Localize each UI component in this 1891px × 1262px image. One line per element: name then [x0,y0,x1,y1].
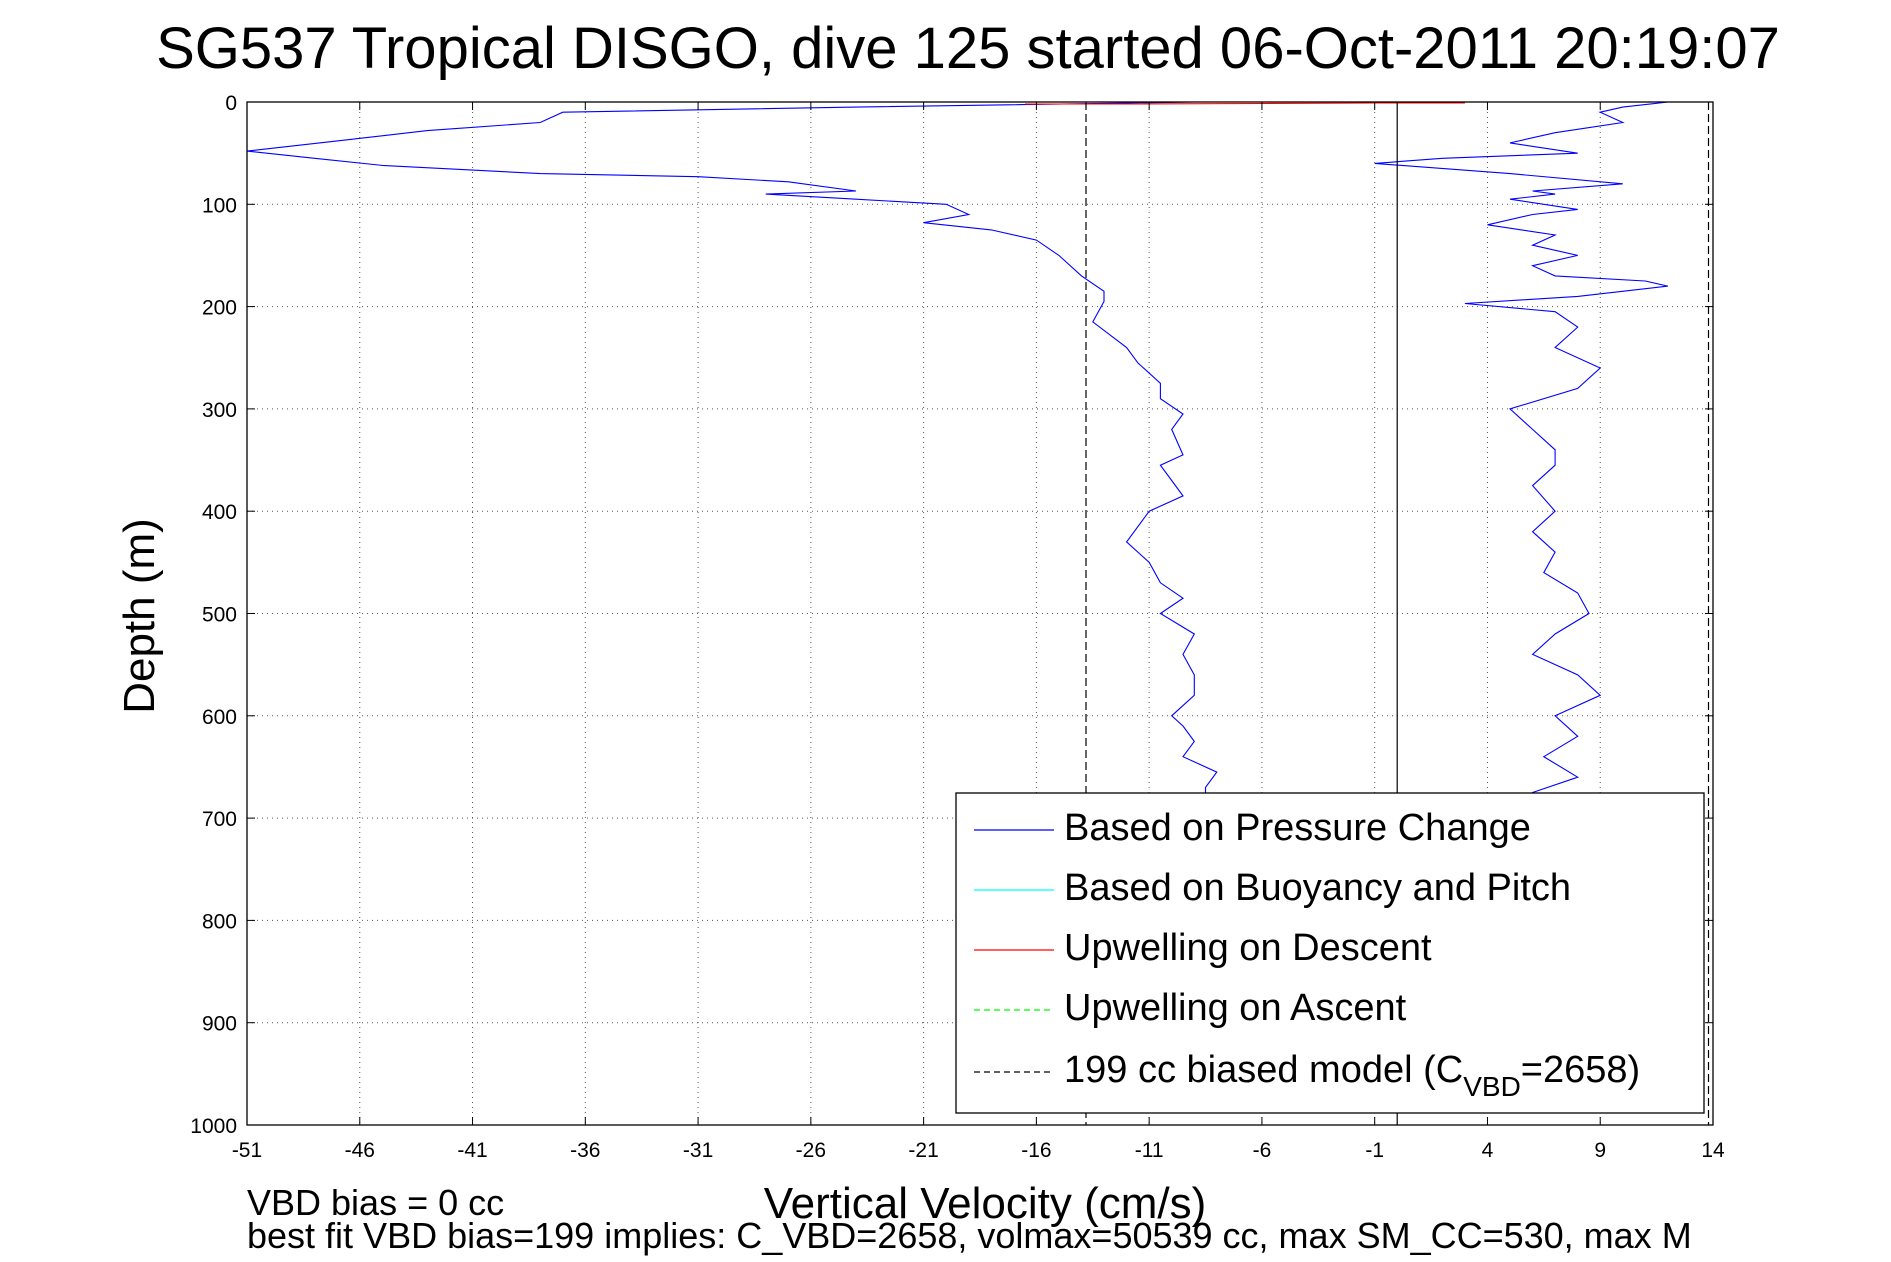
series-line-based-on-pressure-change-ascent [1374,101,1669,809]
footer-line-2: best fit VBD bias=199 implies: C_VBD=265… [247,1215,1692,1256]
y-tick-label: 1000 [190,1115,237,1138]
y-tick-label: 300 [202,399,237,422]
y-tick-label: 500 [202,604,237,627]
x-axis: -51 -46 -41 -36 -31 -26 -21 -16 -11 -6 -1 4 9 14 [232,102,1725,1162]
x-tick-label: 4 [1482,1139,1494,1162]
y-tick-label: 200 [202,297,237,320]
x-tick-label: -51 [232,1139,262,1162]
x-tick-label: 14 [1701,1139,1725,1162]
x-tick-label: -41 [457,1139,487,1162]
x-tick-label: -36 [570,1139,600,1162]
legend: Based on Pressure Change Based on Buoyanc… [955,792,1705,1114]
y-tick-label: 400 [202,501,237,524]
legend-model-suffix: =2658) [1521,1049,1640,1091]
y-tick-label: 700 [202,808,237,831]
series-line-based-on-pressure-change [246,101,1218,809]
legend-label: Upwelling on Descent [1064,927,1432,969]
legend-box [955,792,1705,1114]
y-tick-label: 600 [202,706,237,729]
legend-model-prefix: 199 cc biased model (C [1064,1049,1463,1091]
x-tick-label: -31 [683,1139,713,1162]
legend-label: Based on Pressure Change [1064,807,1531,849]
x-axis-label: Vertical Velocity (cm/s) [764,1179,1207,1228]
x-tick-label: -16 [1021,1139,1051,1162]
footer-line-1: VBD bias = 0 cc [247,1182,504,1223]
y-tick-label: 0 [225,92,237,115]
x-tick-label: -6 [1253,1139,1272,1162]
y-axis-label: Depth (m) [115,518,164,714]
x-tick-label: -11 [1135,1139,1164,1162]
legend-label-model: 199 cc biased model (CVBD=2658) [1064,1049,1640,1102]
x-tick-label: -46 [345,1139,375,1162]
chart-title: SG537 Tropical DISGO, dive 125 started 0… [156,16,1780,81]
y-tick-label: 800 [202,910,237,933]
legend-label: Based on Buoyancy and Pitch [1064,867,1571,909]
legend-label: Upwelling on Ascent [1064,987,1407,1029]
legend-model-subscript: VBD [1463,1071,1521,1102]
y-axis: 0 100 200 300 400 500 600 700 800 900 1000 [190,92,1713,1138]
y-tick-label: 900 [202,1013,237,1036]
x-tick-label: -26 [796,1139,826,1162]
grid [247,102,1713,1125]
x-tick-label: -21 [908,1139,938,1162]
x-tick-label: -1 [1365,1139,1384,1162]
x-tick-label: 9 [1594,1139,1606,1162]
y-tick-label: 100 [202,194,237,217]
